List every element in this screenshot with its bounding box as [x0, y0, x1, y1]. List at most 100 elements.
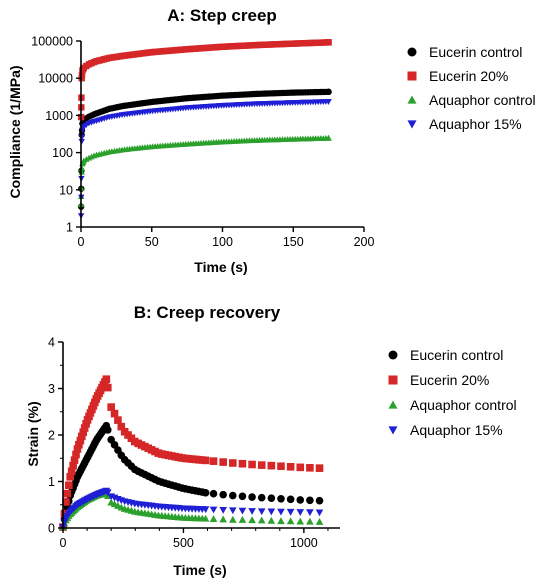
data-point	[66, 473, 75, 481]
chart-a-ylabel: Compliance (1/MPa)	[7, 65, 23, 198]
data-point	[306, 509, 314, 517]
legend-label: Eucerin control	[429, 44, 522, 60]
data-point	[267, 494, 276, 503]
chart-b-ylabel: Strain (%)	[25, 401, 41, 466]
legend-label: Aquaphor control	[429, 92, 536, 108]
data-point	[286, 508, 295, 516]
data-point	[296, 463, 305, 472]
data-point	[70, 456, 79, 464]
series-eucerin-control	[59, 421, 324, 531]
data-point	[267, 516, 276, 524]
data-point	[201, 514, 210, 522]
chart-a-legend: Eucerin control Eucerin 20% Aquaphor contr…	[407, 44, 536, 132]
legend-entry: Aquaphor control	[407, 92, 536, 108]
data-point	[209, 506, 218, 514]
data-point	[325, 99, 332, 105]
x-tick-label: 0	[78, 235, 85, 249]
data-point	[306, 496, 314, 505]
data-point	[286, 495, 295, 504]
series-aquaphor-15-	[77, 99, 332, 220]
data-point	[219, 515, 227, 523]
chart-b-title: B: Creep recovery	[134, 303, 281, 322]
x-tick-label: 0	[60, 536, 67, 550]
chart-b-legend: Eucerin control Eucerin 20% Aquaphor contr…	[388, 347, 517, 438]
data-point	[257, 508, 266, 516]
y-tick-label: 0	[48, 522, 55, 536]
series-aquaphor-15-	[59, 487, 324, 531]
x-tick-label: 1000	[290, 536, 318, 550]
data-point	[72, 450, 80, 459]
data-point	[257, 516, 266, 524]
data-point	[248, 508, 256, 515]
data-point	[238, 516, 247, 523]
y-tick-label: 2	[48, 429, 55, 443]
data-point	[257, 461, 266, 469]
chart-b-ticks: 0 500 1000 0 1 2 3 4	[48, 336, 329, 550]
data-point	[267, 461, 276, 470]
data-point	[286, 462, 295, 471]
legend-entry: Aquaphor 15%	[407, 116, 522, 132]
x-tick-label: 50	[145, 235, 159, 249]
data-point	[80, 157, 88, 164]
data-point	[75, 440, 83, 449]
data-point	[79, 428, 88, 437]
legend-label: Eucerin 20%	[429, 68, 508, 84]
data-point	[229, 459, 237, 467]
data-point	[110, 409, 119, 418]
legend-marker	[388, 375, 398, 385]
y-tick-label: 1	[66, 221, 73, 235]
legend-label: Eucerin 20%	[410, 372, 489, 388]
data-point	[73, 445, 82, 453]
chart-b-marks	[59, 375, 324, 531]
data-point	[76, 436, 85, 445]
legend-marker	[388, 426, 398, 435]
data-point	[219, 458, 227, 466]
data-point	[102, 375, 111, 383]
legend-entry: Aquaphor 15%	[388, 422, 503, 438]
data-point	[257, 493, 266, 502]
data-point	[296, 496, 305, 504]
series-eucerin-control	[77, 88, 332, 210]
data-point	[104, 489, 112, 497]
data-point	[277, 494, 285, 503]
data-point	[77, 432, 86, 441]
data-point	[219, 506, 227, 514]
legend-entry: Eucerin 20%	[407, 68, 508, 84]
data-point	[229, 507, 237, 515]
data-point	[80, 424, 89, 432]
data-point	[107, 403, 115, 411]
data-point	[62, 498, 70, 506]
data-point	[277, 517, 285, 525]
data-point	[82, 420, 90, 428]
data-point	[315, 464, 324, 472]
legend-marker	[388, 350, 398, 360]
chart-a-xlabel: Time (s)	[194, 259, 247, 275]
y-tick-label: 10	[59, 183, 73, 197]
data-point	[277, 462, 285, 471]
chart-b-creep-recovery: B: Creep recovery Time (s) Strain (%) 0 5…	[25, 303, 517, 578]
data-point	[248, 493, 256, 501]
data-point	[286, 517, 295, 525]
data-point	[201, 488, 210, 497]
data-point	[248, 460, 256, 469]
chart-a-marks	[77, 39, 332, 220]
legend-entry: Eucerin 20%	[388, 372, 489, 388]
data-point	[325, 39, 332, 46]
data-point	[78, 71, 86, 79]
legend-entry: Eucerin control	[388, 347, 503, 363]
x-tick-label: 200	[354, 235, 375, 249]
legend-marker	[407, 95, 417, 104]
chart-b-xlabel: Time (s)	[173, 562, 226, 578]
data-point	[277, 508, 285, 516]
data-point	[315, 496, 324, 505]
data-point	[267, 508, 276, 516]
data-point	[201, 456, 210, 465]
data-point	[67, 467, 76, 476]
data-point	[296, 517, 305, 525]
legend-label: Aquaphor control	[410, 397, 517, 413]
data-point	[238, 507, 247, 515]
y-tick-label: 100000	[31, 35, 73, 49]
x-tick-label: 100	[212, 235, 233, 249]
series-aquaphor-control	[77, 134, 332, 208]
